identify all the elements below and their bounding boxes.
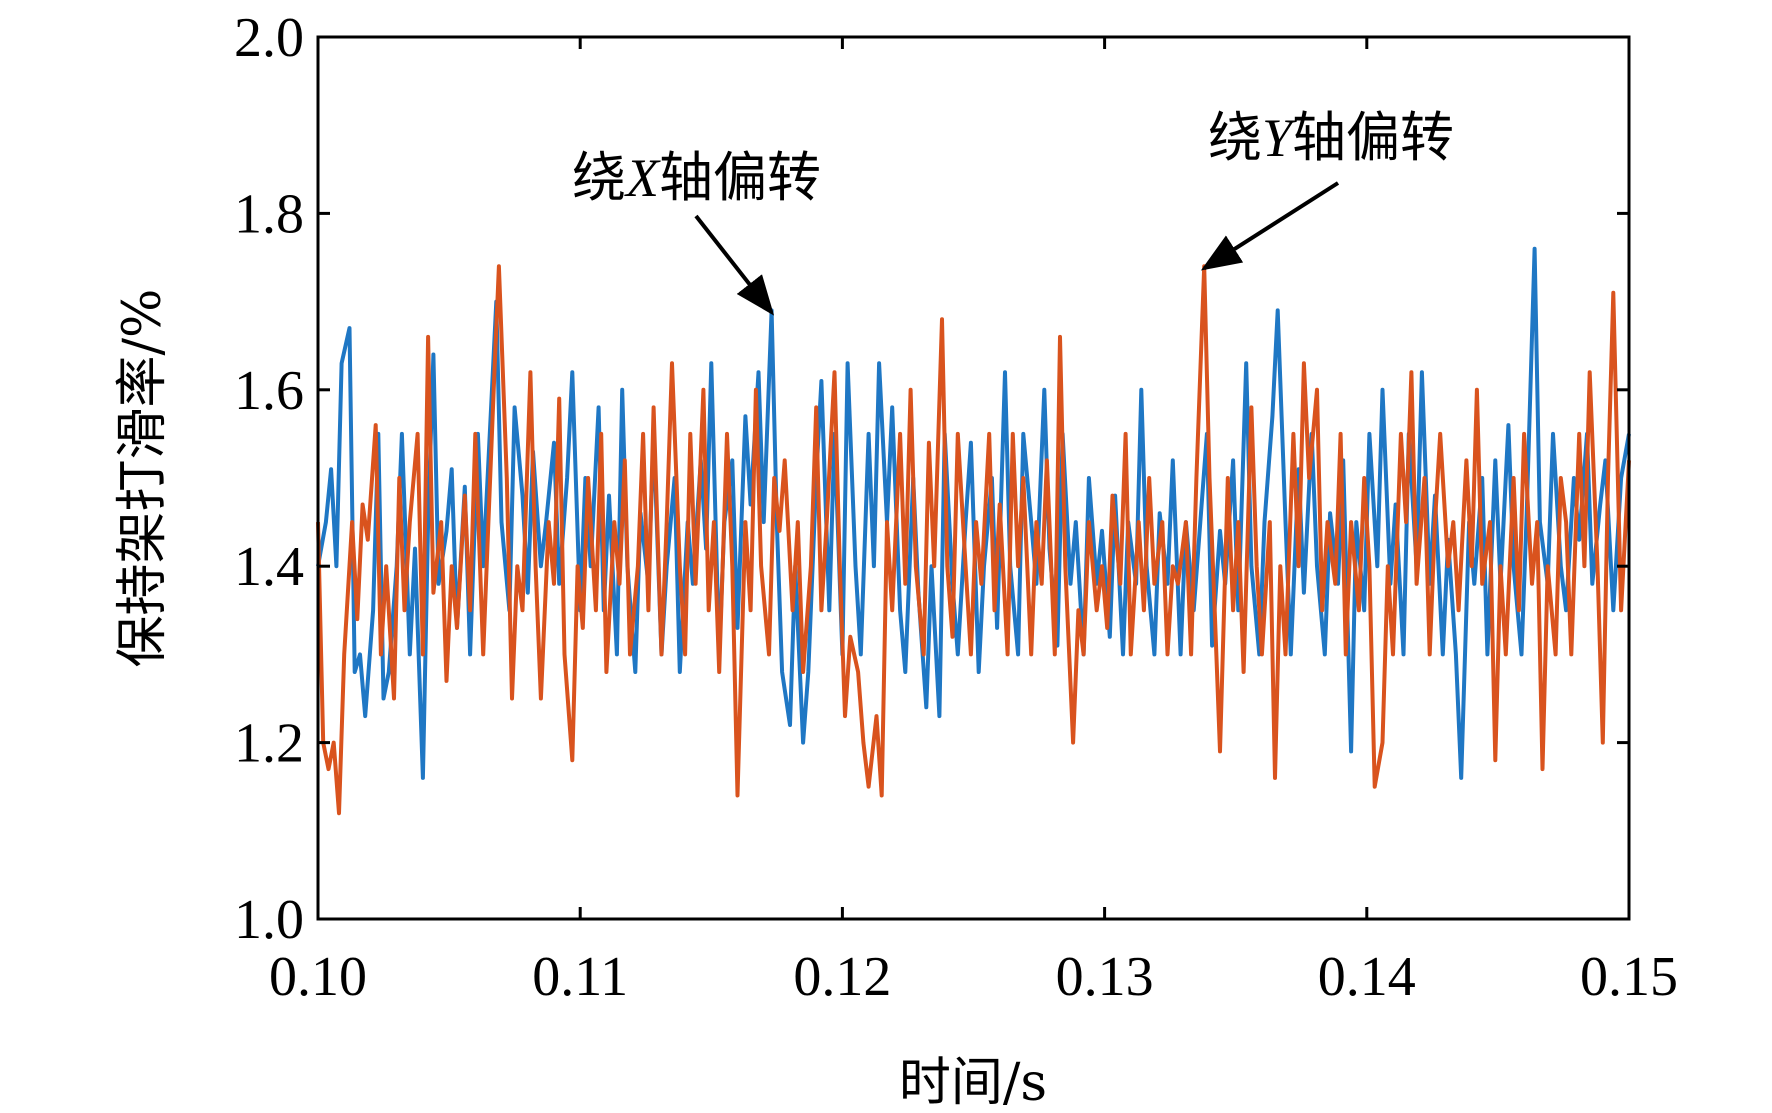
x-axis-label: 时间/s — [899, 1053, 1047, 1113]
x-tick-label: 0.13 — [1056, 946, 1154, 1008]
x-tick-label: 0.10 — [269, 946, 367, 1008]
y-tick-label: 1.6 — [234, 360, 304, 422]
x-tick-label: 0.12 — [793, 946, 891, 1008]
annotation-y-prefix: 绕 — [1208, 106, 1262, 169]
plot-frame — [316, 35, 1631, 921]
x-tick-label: 0.11 — [532, 946, 628, 1008]
ticks-layer: 0.10 0.11 0.12 0.13 0.14 0.15 1.0 1.2 1.4 1.6 1.8 2… — [234, 7, 1678, 1008]
y-tick-label: 1.4 — [234, 536, 304, 598]
x-tick-label: 0.15 — [1580, 946, 1678, 1008]
series-layer — [316, 246, 1631, 816]
y-tick-label: 1.0 — [234, 889, 304, 951]
annotation-y-axis-deflection: 绕Y轴偏转 — [1208, 106, 1454, 169]
series-line-1 — [316, 246, 1631, 780]
y-axis-label: 保持架打滑率/% — [113, 289, 173, 668]
series-line-2 — [316, 264, 1631, 816]
x-tick-label: 0.14 — [1318, 946, 1416, 1008]
annotation-arrow-x — [694, 214, 775, 316]
annotation-x-suffix: 轴偏转 — [659, 146, 821, 209]
y-tick-label: 2.0 — [234, 7, 304, 69]
y-tick-label: 1.2 — [234, 713, 304, 775]
annotation-y-var: Y — [1262, 108, 1297, 168]
y-tick-label: 1.8 — [234, 183, 304, 245]
annotation-layer: 绕X轴偏转 绕Y轴偏转 — [572, 106, 1454, 316]
annotation-y-suffix: 轴偏转 — [1292, 106, 1454, 169]
annotation-x-var: X — [624, 148, 661, 208]
annotation-x-prefix: 绕 — [572, 146, 626, 209]
annotation-arrow-y — [1200, 181, 1340, 271]
annotation-x-axis-deflection: 绕X轴偏转 — [572, 146, 821, 209]
